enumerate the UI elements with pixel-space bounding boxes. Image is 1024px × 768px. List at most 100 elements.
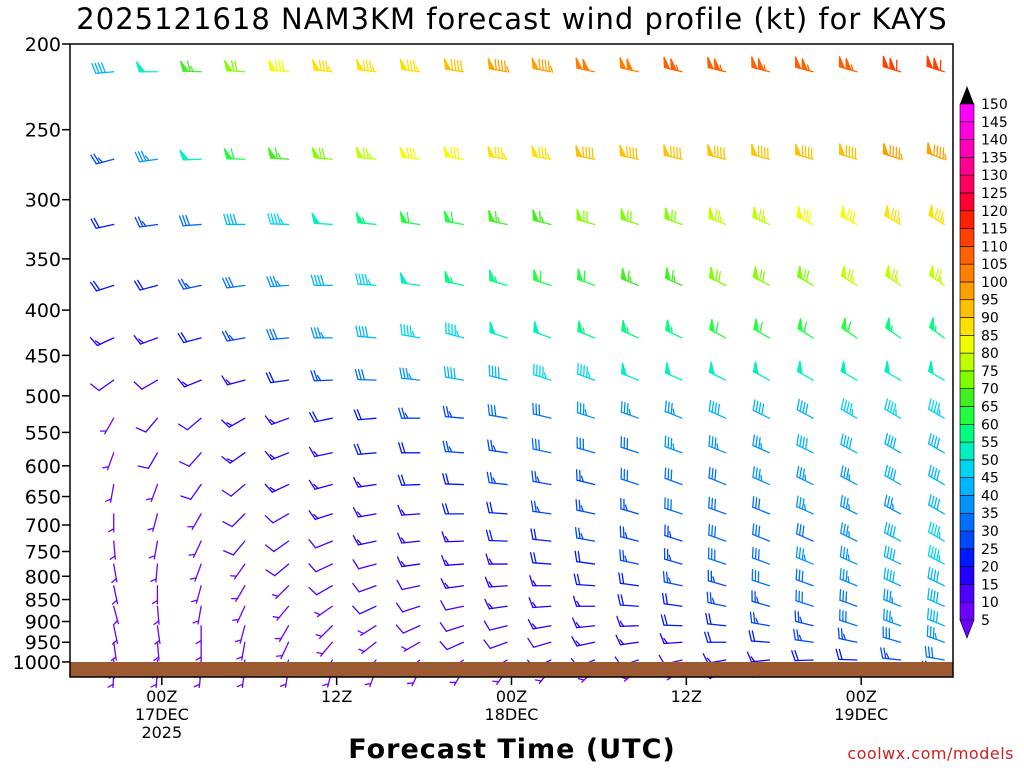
barb-half-flag: [799, 616, 803, 624]
barb-flag: [365, 147, 369, 160]
barb-flag: [572, 595, 578, 607]
colorbar-cell: [959, 352, 975, 372]
wind-barb: [663, 56, 683, 73]
barb-flag: [839, 567, 842, 580]
barb-half-flag: [400, 509, 406, 516]
wind-barb: [840, 522, 858, 542]
wind-barb: [179, 60, 202, 73]
barb-pennant: [399, 272, 409, 285]
barb-flag: [264, 415, 273, 425]
barb-flag: [574, 526, 578, 539]
wind-barb: [532, 402, 552, 419]
wind-barb: [796, 522, 814, 542]
barb-pennant: [487, 145, 496, 159]
colorbar-top-arrow: [960, 86, 974, 104]
wind-barb: [620, 467, 639, 486]
barb-half-flag: [269, 454, 276, 459]
barb-flag: [717, 210, 721, 223]
wind-barb: [575, 469, 596, 486]
credit-link[interactable]: coolwx.com/models: [847, 744, 1014, 763]
barb-flag: [802, 269, 807, 281]
wind-barb: [615, 634, 639, 646]
barb-flag: [409, 147, 413, 159]
barb-flag: [711, 467, 714, 480]
x-tick-label: 12Z: [321, 687, 352, 706]
barb-flag: [547, 60, 551, 73]
barb-half-flag: [670, 326, 673, 334]
barb-staff: [357, 563, 377, 570]
barb-half-flag: [444, 559, 450, 566]
wind-barb: [883, 545, 902, 565]
barb-flag: [278, 60, 282, 72]
barb-pennant: [713, 58, 722, 72]
wind-barb: [619, 57, 639, 73]
wind-barb: [708, 267, 727, 287]
barb-flag: [928, 521, 932, 533]
barb-flag: [884, 464, 889, 477]
barb-flag: [309, 446, 316, 458]
barb-half-flag: [848, 530, 850, 539]
barb-flag: [761, 210, 765, 222]
barb-flag: [318, 59, 322, 72]
barb-pennant: [575, 57, 584, 70]
barb-half-flag: [277, 152, 282, 160]
barb-half-flag: [532, 580, 537, 587]
barb-half-flag: [847, 576, 850, 584]
barb-flag: [892, 437, 897, 450]
barb-half-flag: [712, 576, 716, 584]
wind-barb: [111, 563, 118, 584]
barb-flag: [933, 401, 938, 414]
wind-barb: [230, 585, 246, 602]
wind-barb: [795, 568, 814, 587]
wind-barb: [443, 146, 465, 160]
wind-barb: [352, 559, 377, 570]
barb-flag: [626, 403, 629, 415]
wind-barb: [576, 436, 596, 454]
barb-flag: [793, 628, 796, 641]
barb-half-flag: [195, 656, 202, 661]
wind-barb: [664, 497, 683, 515]
wind-barb: [310, 370, 333, 382]
barb-flag: [805, 403, 809, 415]
barb-flag: [579, 364, 582, 376]
barb-half-flag: [276, 280, 281, 287]
wind-barb: [749, 611, 771, 627]
wind-barb: [752, 434, 771, 454]
barb-pennant: [889, 57, 896, 72]
wind-barb: [753, 318, 771, 339]
barb-flag: [884, 494, 888, 507]
barb-flag: [840, 495, 843, 507]
wind-barb: [702, 653, 727, 664]
barb-flag: [845, 548, 849, 561]
barb-flag: [264, 483, 273, 493]
wind-barb: [440, 600, 465, 611]
barb-flag: [665, 593, 668, 605]
wind-barb: [188, 540, 202, 559]
wind-barb: [617, 594, 639, 607]
wind-barb: [444, 270, 465, 287]
barb-flag: [133, 381, 143, 390]
barb-flag: [887, 399, 891, 412]
wind-barb: [573, 573, 596, 587]
barb-pennant: [928, 264, 935, 280]
barb-flag: [715, 321, 719, 334]
barb-half-flag: [891, 596, 894, 604]
barb-half-flag: [315, 634, 323, 637]
barb-flag: [222, 520, 233, 528]
barb-half-flag: [444, 582, 450, 589]
barb-half-flag: [582, 327, 586, 335]
wind-barb: [395, 602, 421, 613]
barb-half-flag: [109, 555, 116, 560]
barb-flag: [842, 569, 845, 581]
wind-barb: [704, 631, 727, 643]
barb-pennant: [840, 360, 847, 375]
wind-barb: [663, 548, 683, 565]
wind-barb: [752, 399, 771, 419]
wind-barb: [883, 588, 902, 607]
barb-flag: [928, 432, 932, 445]
barb-flag: [588, 147, 591, 159]
barb-half-flag: [225, 379, 232, 385]
barb-half-flag: [496, 216, 501, 224]
barb-flag: [576, 573, 581, 586]
barb-flag: [89, 337, 99, 347]
